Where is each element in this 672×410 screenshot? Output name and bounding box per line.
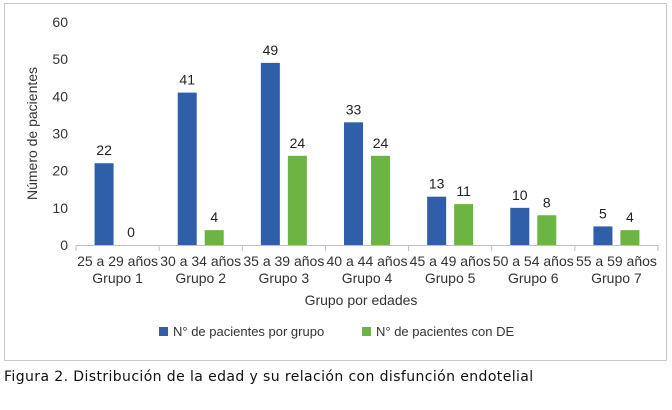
y-axis-label: Número de pacientes bbox=[24, 67, 40, 200]
bar-pacientes-grupo bbox=[177, 92, 197, 245]
figure-caption: Figura 2. Distribución de la edad y su r… bbox=[4, 369, 534, 385]
x-tick-label: Grupo 2 bbox=[175, 270, 226, 286]
x-tick-label: Grupo 6 bbox=[508, 270, 559, 286]
bar-pacientes-grupo bbox=[510, 207, 530, 245]
data-label: 8 bbox=[543, 194, 551, 210]
x-tick-label: Grupo 3 bbox=[259, 270, 310, 286]
x-tick-label: 40 a 44 años bbox=[327, 253, 408, 269]
bar-pacientes-de bbox=[620, 230, 640, 245]
y-tick-label: 0 bbox=[60, 237, 68, 253]
legend-entry: N° de pacientes con DE bbox=[376, 324, 514, 339]
legend-entry: N° de pacientes por grupo bbox=[173, 324, 324, 339]
x-tick-label: 25 a 29 años bbox=[77, 253, 158, 269]
bars bbox=[94, 62, 640, 246]
bar-pacientes-grupo bbox=[94, 163, 114, 245]
data-label: 41 bbox=[179, 72, 195, 88]
data-label: 4 bbox=[626, 209, 634, 225]
bar-pacientes-grupo bbox=[344, 122, 363, 245]
bar-pacientes-de bbox=[371, 155, 390, 245]
x-tick-label: Grupo 7 bbox=[591, 270, 642, 286]
x-tick-label: Grupo 4 bbox=[342, 270, 393, 286]
y-tick-label: 50 bbox=[52, 51, 68, 67]
x-tick-label: 55 a 59 años bbox=[576, 253, 657, 269]
data-label: 13 bbox=[429, 176, 445, 192]
x-tick-label: Grupo 5 bbox=[425, 270, 476, 286]
y-tick-label: 20 bbox=[52, 163, 68, 179]
y-tick-label: 30 bbox=[52, 126, 68, 142]
data-label: 49 bbox=[263, 42, 279, 58]
legend-swatch-pacientes-de bbox=[362, 327, 371, 336]
legend: N° de pacientes por grupo N° de pacientes… bbox=[159, 324, 514, 339]
bar-pacientes-de bbox=[204, 230, 224, 245]
y-axis: 0 10 20 30 40 50 60 bbox=[52, 14, 68, 253]
y-tick-label: 60 bbox=[52, 14, 68, 30]
chart-frame bbox=[4, 3, 667, 361]
data-labels: 22 0 41 4 49 24 33 24 13 11 10 8 5 4 bbox=[96, 42, 634, 240]
x-tick-label: 30 a 34 años bbox=[160, 253, 241, 269]
data-label: 24 bbox=[373, 135, 389, 151]
bar-pacientes-de bbox=[537, 215, 557, 245]
data-label: 0 bbox=[127, 224, 135, 240]
x-tick-label: 50 a 54 años bbox=[493, 253, 574, 269]
x-tick-label: Grupo 1 bbox=[92, 270, 143, 286]
data-label: 33 bbox=[346, 101, 362, 117]
data-label: 11 bbox=[456, 183, 471, 199]
data-label: 4 bbox=[210, 209, 218, 225]
data-label: 24 bbox=[290, 135, 306, 151]
legend-swatch-pacientes-grupo bbox=[159, 327, 168, 336]
bar-pacientes-grupo bbox=[427, 196, 447, 245]
y-tick-label: 40 bbox=[52, 88, 68, 104]
data-label: 10 bbox=[512, 187, 528, 203]
y-tick-label: 10 bbox=[52, 200, 68, 216]
data-label: 22 bbox=[96, 142, 112, 158]
bar-pacientes-grupo bbox=[260, 62, 280, 246]
data-label: 5 bbox=[599, 205, 607, 221]
x-tick-label: 45 a 49 años bbox=[410, 253, 491, 269]
x-axis-label: Grupo por edades bbox=[305, 292, 418, 308]
bar-pacientes-grupo bbox=[593, 226, 613, 245]
x-tick-label: 35 a 39 años bbox=[243, 253, 324, 269]
bar-pacientes-de bbox=[287, 155, 307, 245]
bar-pacientes-de bbox=[454, 204, 474, 245]
